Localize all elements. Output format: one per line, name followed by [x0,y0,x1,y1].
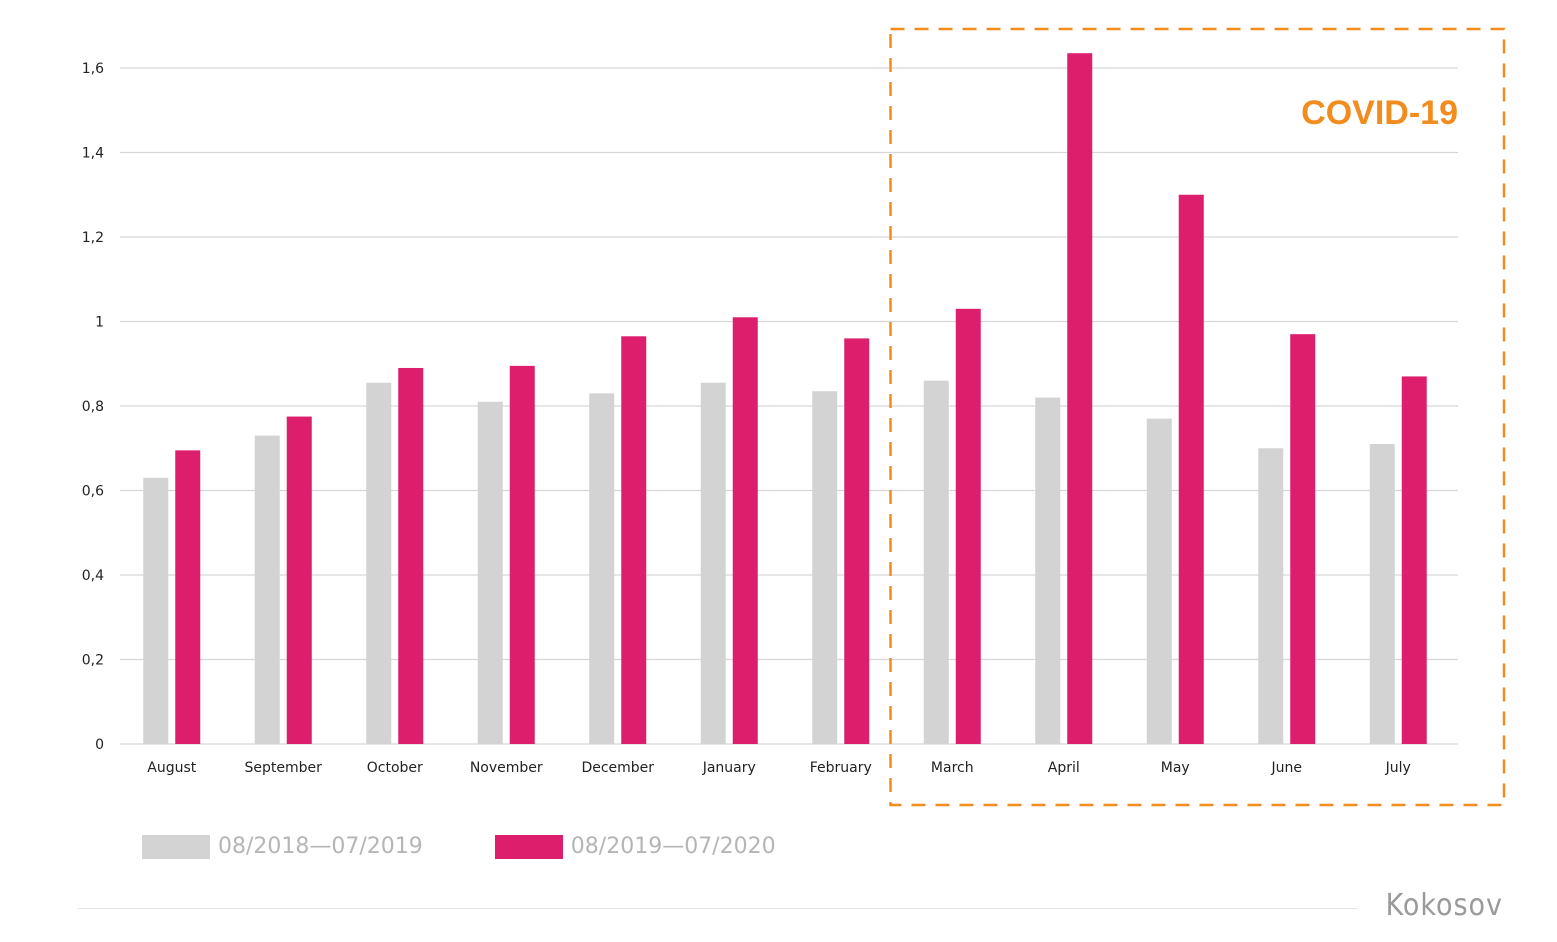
bars [143,53,1427,744]
footer-divider [78,908,1358,909]
y-tick-label: 0 [95,737,104,753]
bar-2019-2020-september [286,416,312,744]
bar-2018-2019-march [923,380,949,744]
legend-swatch-2019-2020 [494,834,563,859]
x-tick-label: August [147,760,197,776]
legend-item-2019-2020: 08/2019—07/2020 [494,834,776,859]
x-tick-label: July [1385,760,1411,776]
y-tick-label: 0,8 [82,399,104,415]
x-tick-label: December [581,760,654,776]
x-axis-labels: August September October November December Ja… [147,760,1411,776]
bar-2019-2020-may [1178,194,1204,744]
bar-2019-2020-february [844,338,870,744]
bar-2019-2020-august [175,450,201,744]
x-tick-label: January [702,760,756,776]
bar-2019-2020-january [732,317,758,744]
bar-2018-2019-june [1258,448,1284,744]
bar-2019-2020-april [1067,53,1093,744]
legend-label-2018-2019: 08/2018—07/2019 [218,834,423,859]
bar-2019-2020-october [398,367,424,744]
x-tick-label: September [245,760,323,776]
bar-2018-2019-december [589,393,615,744]
x-tick-label: February [810,760,872,776]
legend-item-2018-2019: 08/2018—07/2019 [142,834,423,859]
legend-swatch-2018-2019 [142,834,210,859]
x-tick-label: March [931,760,974,776]
x-tick-label: October [367,760,423,776]
bar-2018-2019-august [143,477,169,744]
covid-annotation: COVID-19 [1301,94,1458,132]
bar-2018-2019-may [1146,418,1172,744]
y-tick-label: 0,2 [82,653,104,669]
bar-2018-2019-january [700,382,726,744]
bar-2019-2020-june [1290,334,1316,744]
x-tick-label: November [470,760,543,776]
bar-2019-2020-july [1401,376,1427,744]
legend: 08/2018—07/2019 08/2019—07/2020 [142,834,848,859]
y-axis-ticks: 0 0,2 0,4 0,6 0,8 1 1,2 1,4 1,6 [82,61,104,753]
bar-2018-2019-february [812,391,838,744]
bar-2019-2020-december [621,336,647,744]
gridlines [120,67,1458,745]
x-tick-label: April [1048,760,1080,776]
brand-logo: Kokosov [1385,888,1503,923]
bar-2018-2019-april [1035,397,1061,744]
y-tick-label: 1,4 [82,146,104,162]
bar-2019-2020-march [955,308,981,744]
bar-2018-2019-july [1369,444,1395,744]
x-tick-label: June [1271,760,1303,776]
bar-2018-2019-november [477,401,503,744]
bar-2018-2019-october [366,382,392,744]
bar-2019-2020-november [509,365,535,744]
x-tick-label: May [1161,760,1190,776]
y-tick-label: 0,6 [82,484,104,500]
y-tick-label: 1 [95,315,104,331]
y-tick-label: 0,4 [82,568,104,584]
bar-2018-2019-september [254,435,280,744]
y-tick-label: 1,6 [82,61,104,77]
legend-label-2019-2020: 08/2019—07/2020 [570,834,776,859]
y-tick-label: 1,2 [82,230,104,246]
